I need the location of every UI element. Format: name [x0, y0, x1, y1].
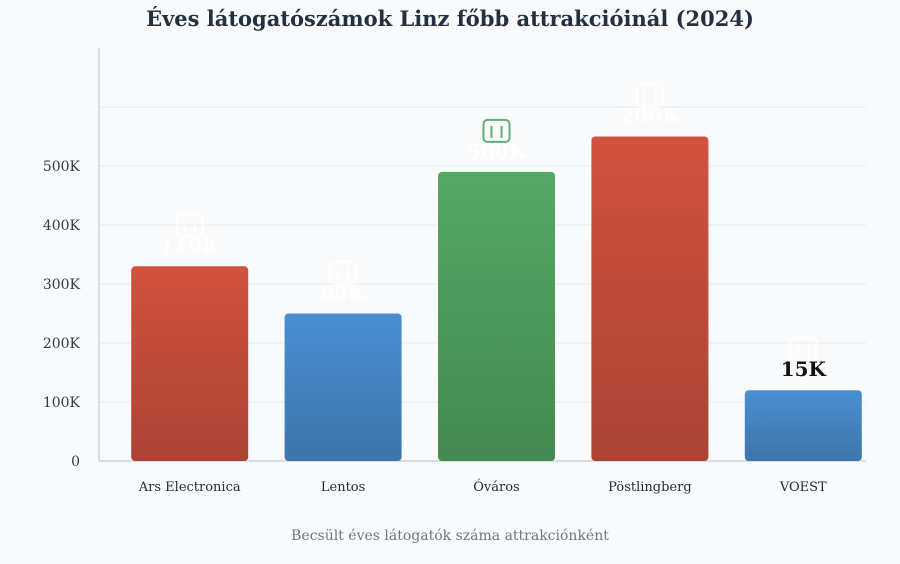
x-tick-label: Pöstlingberg: [608, 480, 692, 495]
y-tick-label: 300K: [43, 277, 81, 293]
data-label: 500K: [467, 139, 527, 163]
x-tick-label: Ars Electronica: [138, 480, 241, 495]
data-label: 110K: [160, 233, 220, 257]
chart-caption: Becsült éves látogatók száma attrakciónk…: [291, 528, 609, 544]
bar: [131, 266, 249, 461]
bar: [284, 313, 402, 461]
y-tick-label: 400K: [43, 218, 81, 234]
y-tick-label: 0: [71, 454, 80, 470]
bar: [744, 390, 862, 461]
y-tick-label: 100K: [43, 395, 81, 411]
building-columns-icon: [175, 213, 204, 238]
y-tick-label: 500K: [43, 159, 81, 175]
x-tick-label: Lentos: [321, 480, 365, 495]
bar: [438, 171, 555, 461]
data-label: 15K: [781, 357, 827, 381]
bar: [591, 136, 709, 461]
chart-title: Éves látogatószámok Linz főbb attrakciói…: [146, 6, 754, 31]
x-tick-label: VOEST: [779, 480, 827, 495]
x-tick-label: Óváros: [473, 478, 519, 495]
tram-icon: [635, 83, 664, 108]
data-label: 85K: [320, 281, 366, 305]
y-tick-label: 200K: [43, 336, 81, 352]
data-label: 200K: [620, 104, 680, 128]
museum-icon: [329, 260, 358, 285]
factory-icon: [789, 337, 818, 362]
old-town-gate-icon: [482, 118, 511, 143]
